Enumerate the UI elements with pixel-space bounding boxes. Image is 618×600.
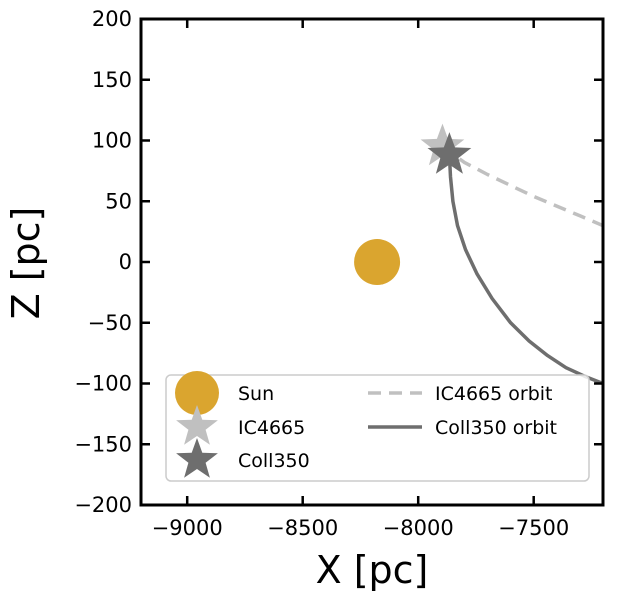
ic4665-star-marker [420,123,465,166]
legend-ic4665-orbit-label: IC4665 orbit [435,383,553,405]
x-tick-label: −8000 [383,516,454,540]
y-tick-label: −50 [88,311,132,335]
orbit-lines [441,145,603,386]
legend-coll350-orbit-label: Coll350 orbit [435,417,557,439]
x-tick-label: −9000 [152,516,223,540]
coll350-star-marker [427,132,472,174]
tick-labels: −9000 −8500 −8000 −7500 200 150 100 50 0 −50 −100 −… [74,7,569,540]
x-tick-label: −7500 [498,516,569,540]
y-tick-label: −150 [74,432,132,456]
plot-frame [139,17,605,507]
legend-ic4665-label: IC4665 [238,417,305,439]
y-tick-label: 50 [105,189,132,213]
y-tick-label: 0 [119,250,132,274]
legend-coll350-marker [176,438,218,478]
legend-coll350-label: Coll350 [238,450,310,472]
y-tick-label: 100 [92,129,132,153]
y-tick-label: −100 [74,372,132,396]
y-axis-label: Z [pc] [4,207,48,320]
legend-ic4665-marker [176,405,218,445]
x-tick-label: −8500 [267,516,338,540]
y-tick-label: 150 [92,68,132,92]
coll350-orbit-line [447,155,603,386]
ic4665-orbit-line [441,145,603,228]
x-axis-label: X [pc] [316,548,429,592]
legend-sun-marker [175,371,219,415]
legend-sun-label: Sun [238,383,274,405]
markers [354,123,472,285]
y-tick-label: 200 [92,7,132,31]
sun-marker [354,239,401,285]
legend: Sun IC4665 Coll350 IC4665 orbit Coll350 orbi… [165,371,590,482]
y-tick-label: −200 [74,493,132,517]
